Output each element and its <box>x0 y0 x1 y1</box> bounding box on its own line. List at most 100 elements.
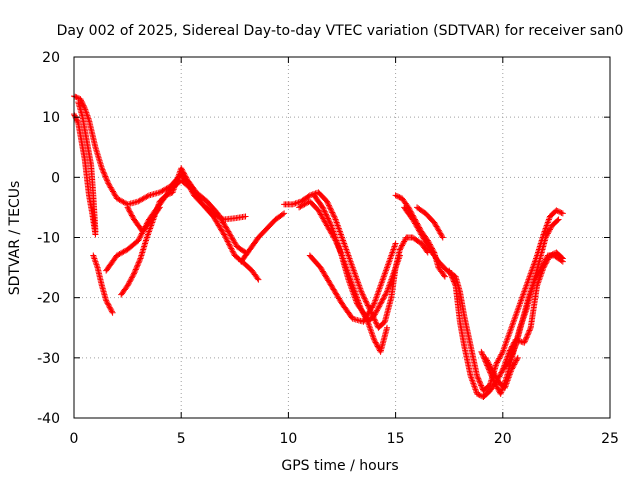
data-point <box>439 234 446 241</box>
data-point <box>135 237 142 244</box>
data-point <box>289 201 296 208</box>
data-point <box>362 298 369 305</box>
data-point <box>305 193 312 200</box>
data-point <box>522 335 529 342</box>
data-point <box>131 269 138 276</box>
data-point <box>527 326 534 333</box>
data-point <box>134 262 141 269</box>
data-point <box>182 173 189 180</box>
data-point <box>254 275 261 282</box>
data-point <box>73 94 80 101</box>
data-point <box>393 192 400 199</box>
data-point <box>446 267 453 274</box>
data-point <box>559 255 566 262</box>
data-point <box>223 235 230 242</box>
data-point <box>167 190 174 197</box>
data-point <box>542 260 549 267</box>
data-point <box>127 277 134 284</box>
data-point <box>377 300 384 307</box>
data-point <box>478 383 485 390</box>
data-point <box>313 189 320 196</box>
data-point <box>323 211 330 218</box>
data-point <box>133 265 140 272</box>
data-point <box>484 357 491 364</box>
data-point <box>554 208 561 215</box>
series-track-o <box>414 204 446 241</box>
data-point <box>181 170 188 177</box>
data-point <box>102 174 109 181</box>
data-point <box>128 211 135 218</box>
data-point <box>493 360 500 367</box>
data-point <box>540 264 547 271</box>
data-point <box>486 362 493 369</box>
data-point <box>477 381 484 388</box>
data-point <box>225 239 232 246</box>
data-point <box>227 244 234 251</box>
data-point <box>478 382 485 389</box>
data-point <box>381 292 388 299</box>
series-track-h <box>238 210 288 265</box>
data-point <box>438 233 445 240</box>
y-tick-label: -10 <box>37 231 60 247</box>
data-point <box>226 241 233 248</box>
data-point <box>511 360 518 367</box>
data-point <box>360 292 367 299</box>
data-point <box>104 300 111 307</box>
data-point <box>180 169 187 176</box>
data-point <box>375 304 382 311</box>
data-point <box>380 319 387 326</box>
data-point <box>478 350 485 357</box>
data-point <box>372 310 379 317</box>
data-point <box>74 118 81 125</box>
data-point <box>490 369 497 376</box>
data-point <box>326 203 333 210</box>
data-point <box>79 99 86 106</box>
data-point <box>476 392 483 399</box>
data-point <box>395 193 402 200</box>
data-point <box>508 344 515 351</box>
data-point <box>541 261 548 268</box>
data-point <box>375 344 382 351</box>
data-point <box>493 374 500 381</box>
data-point <box>495 386 502 393</box>
data-point <box>137 233 144 240</box>
data-point <box>373 320 380 327</box>
data-point <box>474 372 481 379</box>
data-point <box>255 276 262 283</box>
data-point <box>324 199 331 206</box>
data-point <box>541 263 548 270</box>
x-tick-label: 0 <box>70 431 79 447</box>
data-point <box>330 212 337 219</box>
y-tick-label: 0 <box>51 170 60 186</box>
data-point <box>482 354 489 361</box>
data-point <box>553 207 560 214</box>
data-point <box>358 290 365 297</box>
data-point <box>542 234 549 241</box>
data-point <box>364 301 371 308</box>
data-point <box>136 236 143 243</box>
data-point <box>506 347 513 354</box>
data-point <box>474 374 481 381</box>
data-point <box>129 273 136 280</box>
data-point <box>522 337 529 344</box>
y-tick-label: 10 <box>42 110 60 126</box>
data-point <box>399 242 406 249</box>
data-point <box>544 257 551 264</box>
data-point <box>497 352 504 359</box>
data-point <box>295 199 302 206</box>
series-track-r <box>499 249 566 373</box>
data-point <box>135 259 142 266</box>
data-point <box>138 231 145 238</box>
data-point <box>546 252 553 259</box>
data-point <box>509 364 516 371</box>
data-point <box>491 372 498 379</box>
data-point <box>242 213 249 220</box>
data-point <box>476 379 483 386</box>
data-point <box>449 274 456 281</box>
data-point <box>373 340 380 347</box>
data-point <box>136 256 143 263</box>
data-point <box>127 209 134 216</box>
data-point <box>397 245 404 252</box>
data-point <box>281 210 288 217</box>
data-point <box>320 205 327 212</box>
